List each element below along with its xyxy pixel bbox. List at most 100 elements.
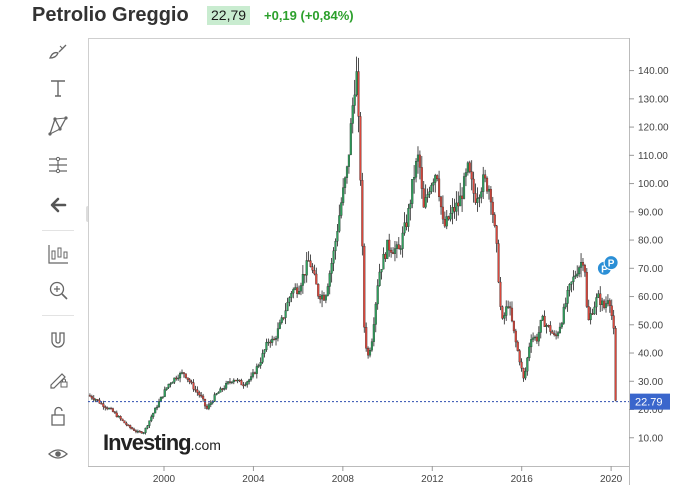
price-chart[interactable]: 10.00 20.00 30.00 40.00 50.00 60.00 70.00 80.00…: [88, 38, 678, 485]
candle-body: [480, 191, 483, 198]
candle-body: [556, 332, 560, 337]
candle-body: [96, 399, 99, 401]
chart-canvas[interactable]: 10.00 20.00 30.00 40.00 50.00 60.00 70.00 80.00…: [88, 38, 678, 485]
event-markers: PP: [596, 255, 619, 276]
candle-body: [555, 334, 558, 337]
candle-body: [182, 372, 185, 374]
candle-body: [441, 206, 444, 220]
candle-body: [305, 260, 308, 276]
zoom-tool[interactable]: [36, 275, 80, 305]
candle-body: [144, 427, 147, 433]
y-tick-label: 60.00: [638, 292, 663, 303]
candle-body: [92, 397, 95, 400]
candle-body: [278, 322, 281, 329]
candle-body: [113, 411, 116, 414]
candle-body: [319, 296, 322, 300]
candle-body: [161, 396, 164, 398]
candle-body: [522, 368, 525, 379]
candle-body: [447, 216, 450, 220]
fibonacci-tool[interactable]: [36, 150, 80, 180]
y-tick-label: 20.00: [638, 405, 663, 416]
watermark-suffix: .com: [190, 437, 221, 453]
event-marker[interactable]: [603, 255, 619, 271]
candle-body: [196, 389, 199, 393]
candle-body: [125, 422, 128, 426]
candle-body: [315, 273, 318, 285]
candle-body: [242, 384, 245, 387]
candle-body: [608, 300, 611, 306]
candle-body: [568, 284, 571, 291]
candle-body: [230, 381, 233, 384]
zoom-icon: [49, 281, 68, 300]
candle-body: [541, 315, 544, 321]
candle-body: [470, 171, 473, 180]
candle-body: [539, 319, 542, 333]
candle-body: [422, 188, 425, 208]
candle-body: [173, 377, 176, 383]
candle-body: [129, 425, 132, 428]
candle-body: [438, 178, 441, 198]
magnet-tool[interactable]: [36, 325, 80, 355]
candle-body: [121, 418, 124, 421]
candle-body: [159, 396, 162, 402]
candle-body: [397, 244, 400, 250]
candle-body: [328, 273, 331, 287]
candle-body: [533, 336, 537, 339]
candle-body: [416, 154, 420, 162]
candle-body: [190, 381, 193, 384]
candle-body: [574, 275, 577, 278]
text-tool[interactable]: [36, 73, 80, 103]
candle-body: [177, 377, 180, 380]
candle-body: [388, 239, 391, 251]
candle-body: [580, 262, 583, 268]
candle-body: [386, 239, 389, 259]
candle-body: [516, 341, 519, 351]
candle-body: [296, 287, 299, 294]
candle-body: [372, 324, 375, 342]
candle-body: [487, 188, 491, 192]
toolbar-divider: [42, 230, 74, 231]
candle-body: [443, 218, 446, 227]
candle-body: [472, 178, 475, 194]
y-tick-label: 100.00: [638, 179, 669, 190]
candle-body: [572, 276, 575, 283]
candle-body: [106, 407, 109, 409]
candle-body: [390, 249, 393, 253]
back-arrow-button[interactable]: [36, 190, 80, 220]
candle-body: [280, 317, 283, 323]
candle-body: [209, 402, 212, 405]
candle-body: [363, 245, 366, 328]
candle-body: [219, 388, 222, 393]
candle-body: [457, 202, 460, 207]
candle-body: [382, 253, 385, 270]
candle-body: [528, 346, 531, 359]
visibility-tool[interactable]: [36, 439, 80, 469]
candle-body: [474, 193, 477, 203]
candle-body: [603, 300, 606, 308]
brush-tool[interactable]: [36, 37, 80, 67]
candle-body: [532, 337, 535, 340]
candle-body: [104, 406, 107, 408]
candle-body: [276, 328, 279, 339]
candle-body: [307, 260, 310, 262]
lock-drawing-tool[interactable]: [36, 363, 80, 393]
candle-body: [395, 244, 398, 249]
candle-body: [378, 271, 381, 286]
indicators-icon: [48, 245, 68, 264]
candle-body: [409, 203, 412, 209]
candle-body: [405, 222, 408, 227]
y-tick-label: 130.00: [638, 94, 669, 105]
candle-body: [240, 380, 243, 386]
candle-body: [282, 317, 285, 319]
candle-body: [489, 188, 492, 203]
candle-body: [184, 373, 187, 378]
candle-body: [321, 294, 324, 300]
candle-body: [445, 216, 448, 227]
indicators-tool[interactable]: [36, 239, 80, 269]
candle-body: [476, 198, 479, 203]
candle-body: [248, 379, 251, 382]
pattern-icon: [48, 116, 68, 136]
y-tick-label: 30.00: [638, 377, 663, 388]
pattern-tool[interactable]: [36, 111, 80, 141]
unlock-tool[interactable]: [36, 401, 80, 431]
